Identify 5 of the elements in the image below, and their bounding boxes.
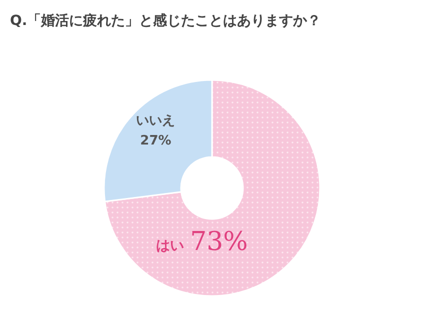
slice-label: いいえ — [136, 113, 176, 128]
data-label: 27% — [140, 133, 172, 148]
slice-label: はい — [156, 238, 184, 254]
data-label: 73% — [190, 227, 248, 257]
chart-title: Q.「婚活に疲れた」と感じたことはありますか？ — [10, 12, 322, 29]
